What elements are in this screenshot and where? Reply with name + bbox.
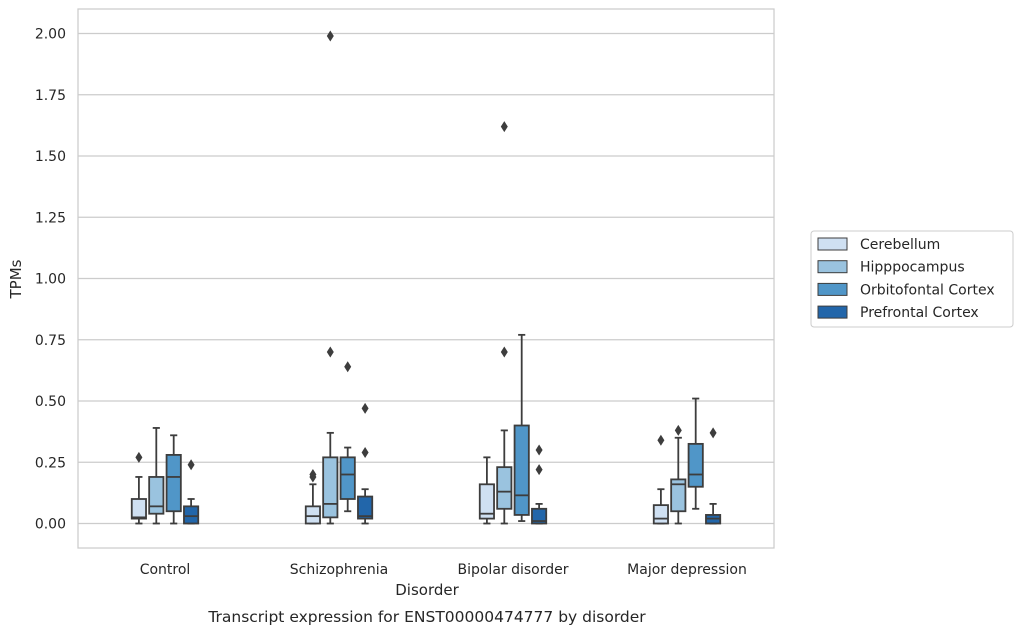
outlier-point — [361, 402, 369, 414]
outlier-point — [535, 444, 543, 456]
outlier-point — [657, 434, 665, 446]
box-body — [130, 498, 147, 520]
x-tick-label: Bipolar disorder — [457, 562, 568, 578]
legend-swatch — [817, 237, 848, 251]
box-body — [513, 424, 530, 516]
outlier-point — [344, 361, 352, 373]
box-body — [357, 495, 374, 520]
y-axis-ticks: 0.00 0.25 0.50 0.75 1.00 1.25 1.50 1.75 2.00 — [35, 27, 66, 533]
box-orbitofontal-cortex — [165, 434, 182, 525]
legend-swatch — [817, 260, 848, 274]
x-tick-label: Schizophrenia — [290, 562, 388, 578]
legend-swatch — [817, 282, 848, 296]
outlier-point — [709, 427, 717, 439]
box-body — [478, 483, 495, 520]
box-cerebellum — [478, 456, 495, 525]
x-axis-ticks: Control Schizophrenia Bipolar disorder Majo… — [140, 562, 747, 578]
box-prefrontal-cortex — [705, 427, 722, 525]
box-body — [687, 442, 704, 488]
box-body — [183, 505, 200, 525]
box-body — [339, 456, 356, 500]
y-tick-label: 0.75 — [35, 333, 66, 349]
box-body — [148, 476, 165, 515]
box-cerebellum — [652, 434, 669, 525]
y-tick-label: 0.25 — [35, 455, 66, 471]
y-tick-label: 0.50 — [35, 394, 66, 410]
legend-label: Cerebellum — [860, 237, 940, 253]
box-hipppocampus — [670, 424, 687, 525]
box-body — [165, 453, 182, 513]
box-orbitofontal-cortex — [339, 361, 356, 513]
x-axis-title: Disorder — [395, 581, 459, 599]
box-body — [670, 478, 687, 513]
legend: Cerebellum Hipppocampus Orbitofontal Corte… — [810, 230, 1014, 328]
legend-label: Prefrontal Cortex — [860, 305, 979, 321]
y-tick-label: 0.00 — [35, 517, 66, 533]
box-cerebellum — [304, 469, 321, 525]
box-hipppocampus — [148, 427, 165, 525]
outlier-point — [187, 459, 195, 471]
box-orbitofontal-cortex — [687, 397, 704, 510]
y-tick-label: 1.75 — [35, 88, 66, 104]
box-body — [496, 466, 513, 510]
legend-swatch — [817, 305, 848, 319]
legend-label: Orbitofontal Cortex — [860, 282, 995, 298]
outlier-point — [500, 121, 508, 133]
outlier-point — [361, 446, 369, 458]
outlier-point — [674, 424, 682, 436]
y-tick-label: 1.00 — [35, 272, 66, 288]
y-axis-title: TPMs — [7, 259, 25, 299]
outlier-point — [535, 464, 543, 476]
chart-caption: Transcript expression for ENST0000047477… — [207, 608, 646, 626]
outlier-point — [135, 451, 143, 463]
plot-frame — [77, 8, 775, 549]
gridlines — [78, 32, 774, 525]
plot-area — [130, 30, 722, 525]
box-body — [304, 505, 321, 525]
box-body — [531, 507, 548, 525]
box-prefrontal-cortex — [357, 402, 374, 525]
box-cerebellum — [130, 451, 147, 525]
box-body — [652, 504, 669, 525]
box-prefrontal-cortex — [183, 459, 200, 525]
x-tick-label: Control — [140, 562, 191, 578]
outlier-point — [309, 469, 317, 480]
y-tick-label: 1.25 — [35, 210, 66, 226]
legend-label: Hipppocampus — [860, 260, 965, 276]
box-body — [322, 456, 339, 519]
legend-frame — [810, 230, 1014, 328]
y-tick-label: 1.50 — [35, 149, 66, 165]
outlier-point — [326, 346, 334, 358]
box-hipppocampus — [322, 30, 339, 525]
box-orbitofontal-cortex — [513, 333, 530, 522]
y-tick-label: 2.00 — [35, 27, 66, 43]
outlier-point — [326, 30, 334, 42]
x-tick-label: Major depression — [627, 562, 747, 578]
outlier-point — [500, 346, 508, 358]
box-prefrontal-cortex — [531, 444, 548, 525]
box-hipppocampus — [496, 121, 513, 525]
